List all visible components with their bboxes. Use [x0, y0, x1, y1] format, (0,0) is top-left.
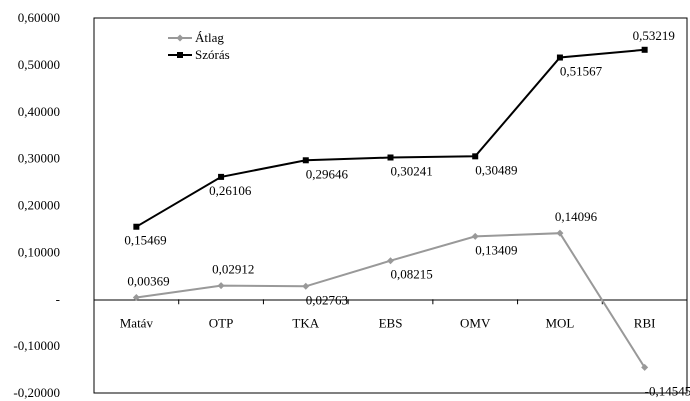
data-point-marker [556, 229, 564, 237]
x-tick-label: Matáv [120, 315, 154, 330]
data-label: 0,15469 [124, 233, 166, 248]
data-point-marker [641, 363, 649, 371]
data-label: 0,29646 [306, 166, 349, 181]
plot-area [93, 17, 688, 394]
data-point-marker [217, 282, 225, 290]
x-tick-label: TKA [292, 315, 319, 330]
data-label: 0,00369 [127, 274, 169, 289]
data-point-marker [132, 294, 140, 302]
y-tick-label: -0,20000 [13, 385, 60, 400]
y-tick-label: 0,30000 [18, 151, 60, 166]
data-label: 0,30241 [391, 163, 433, 178]
data-point-marker [641, 46, 648, 53]
legend-square-marker-icon [177, 52, 183, 58]
data-label: 0,53219 [633, 28, 675, 43]
y-tick-label: 0,20000 [18, 198, 60, 213]
data-label: 0,30489 [475, 162, 517, 177]
y-tick-label: 0,50000 [18, 57, 60, 72]
data-label: -0,14545 [645, 383, 690, 398]
x-tick-label: RBI [634, 315, 656, 330]
x-tick-label: OTP [209, 315, 234, 330]
data-label: 0,51567 [560, 64, 603, 79]
data-label: 0,26106 [209, 183, 252, 198]
series-szoras: 0,15469 0,26106 0,29646 0,30241 0,30489 0,515… [124, 28, 675, 248]
x-tick-label: EBS [379, 315, 403, 330]
x-tick-label: MOL [545, 315, 574, 330]
data-point-marker [387, 257, 394, 265]
data-label: 0,02912 [212, 262, 254, 277]
data-point-marker [387, 154, 394, 161]
data-point-marker [133, 223, 140, 230]
y-tick-label: 0,60000 [18, 10, 60, 25]
legend: Átlag Szórás [168, 30, 230, 62]
series-atlag: 0,00369 0,02912 0,02763 0,08215 0,13409 0,140… [127, 209, 690, 398]
y-tick-label: 0,10000 [18, 244, 60, 259]
data-label: 0,13409 [475, 242, 517, 257]
y-axis-tick-labels: 0,60000 0,50000 0,40000 0,30000 0,20000 0,100… [13, 10, 60, 400]
data-label: 0,02763 [306, 292, 348, 307]
data-point-marker [302, 282, 310, 290]
data-point-marker [218, 173, 225, 180]
data-point-marker [556, 54, 563, 61]
legend-item-atlag: Átlag [168, 30, 224, 45]
y-tick-label: 0,40000 [18, 104, 60, 119]
y-tick-label: - [56, 291, 60, 306]
data-label: 0,08215 [391, 267, 433, 282]
legend-label-szoras: Szórás [195, 47, 230, 62]
data-point-marker [472, 153, 479, 160]
legend-item-szoras: Szórás [168, 47, 230, 62]
data-point-marker [302, 157, 309, 164]
x-axis-category-labels: Matáv OTP TKA EBS OMV MOL RBI [120, 315, 656, 330]
legend-diamond-marker-icon [176, 34, 184, 42]
data-point-marker [471, 232, 479, 240]
x-tick-label: OMV [460, 315, 491, 330]
legend-label-atlag: Átlag [195, 30, 224, 45]
series-layer: 0,00369 0,02912 0,02763 0,08215 0,13409 0,140… [124, 28, 690, 399]
data-label: 0,14096 [555, 209, 598, 224]
y-tick-label: -0,10000 [13, 338, 60, 353]
